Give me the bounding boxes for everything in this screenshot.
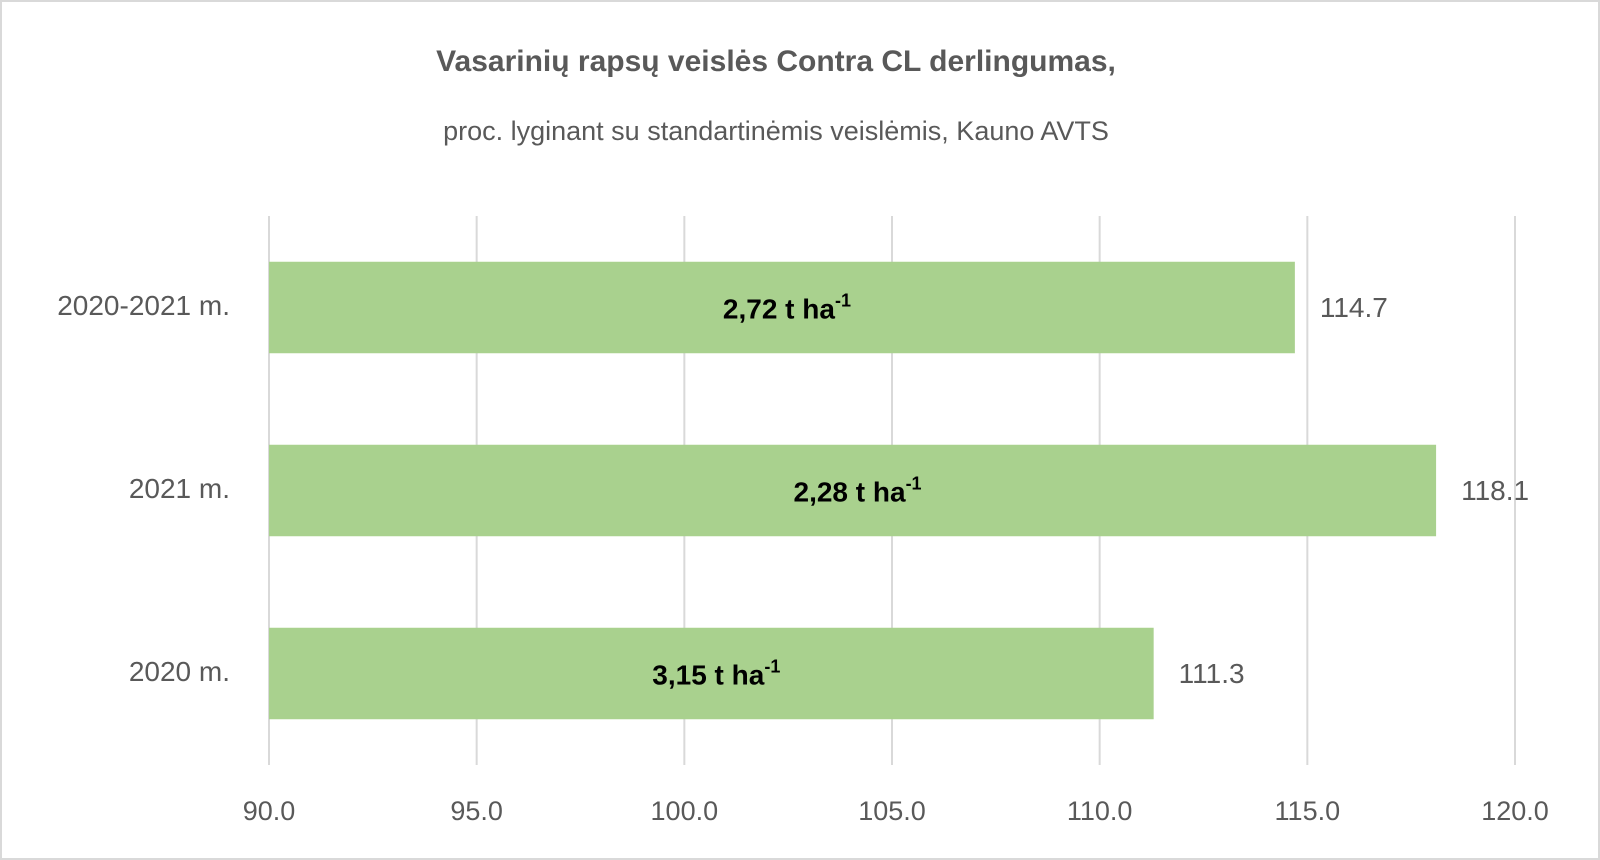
- y-tick-label: 2020-2021 m.: [57, 290, 230, 321]
- y-tick-label: 2021 m.: [129, 473, 230, 504]
- bar-annotation: 3,15 t ha-1: [652, 656, 780, 691]
- value-label: 114.7: [1320, 292, 1388, 323]
- x-tick-label: 95.0: [450, 796, 503, 826]
- value-label: 118.1: [1461, 475, 1529, 506]
- annotation-sup: -1: [906, 473, 922, 493]
- chart-title: Vasarinių rapsų veislės Contra CL derlin…: [436, 45, 1116, 78]
- x-tick-label: 90.0: [243, 796, 296, 826]
- bar-annotation: 2,72 t ha-1: [723, 290, 851, 325]
- x-tick-label: 115.0: [1275, 796, 1341, 826]
- chart-subtitle: proc. lyginant su standartinėmis veislėm…: [443, 116, 1109, 146]
- bar: [269, 261, 1295, 354]
- bar-annotation: 2,28 t ha-1: [794, 473, 922, 508]
- x-tick-label: 100.0: [651, 796, 719, 826]
- annotation-text: 3,15 t ha: [652, 660, 764, 691]
- x-tick-label: 120.0: [1481, 796, 1549, 826]
- value-label: 111.3: [1179, 658, 1245, 689]
- x-tick-label: 105.0: [858, 796, 926, 826]
- annotation-sup: -1: [835, 290, 851, 310]
- bar: [269, 627, 1154, 720]
- x-tick-label: 110.0: [1067, 796, 1133, 826]
- bar: [269, 444, 1437, 537]
- annotation-sup: -1: [764, 656, 780, 676]
- annotation-text: 2,28 t ha: [794, 477, 906, 508]
- y-tick-label: 2020 m.: [129, 656, 230, 687]
- annotation-text: 2,72 t ha: [723, 294, 835, 325]
